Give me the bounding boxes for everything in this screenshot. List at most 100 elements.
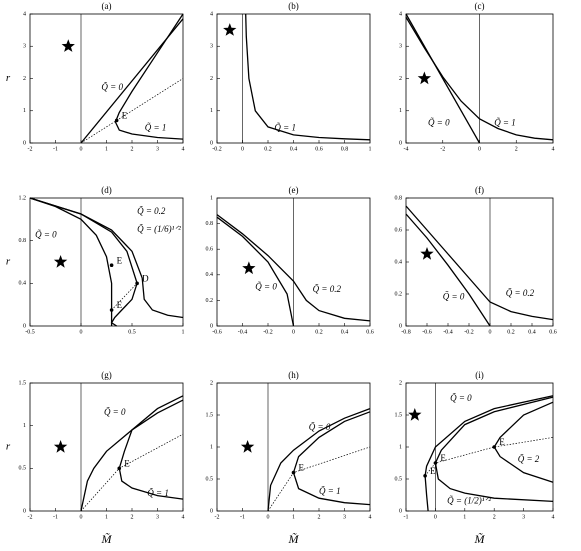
- x-tick-label: 0.5: [128, 329, 136, 335]
- y-tick-label: 1: [210, 444, 213, 450]
- curve: [267, 407, 371, 512]
- x-tick-label: 3: [156, 146, 159, 152]
- y-tick-label: 0: [210, 140, 213, 146]
- y-axis-label: r: [6, 256, 11, 268]
- panel-title: (a): [102, 1, 112, 11]
- y-tick-label: 0.8: [206, 221, 214, 227]
- x-tick-label: 0: [478, 146, 481, 152]
- x-tick-label: -1: [404, 514, 409, 520]
- x-tick-label: 0.4: [528, 329, 536, 335]
- point-marker: [135, 281, 139, 286]
- curve-label: Q̃ = (1/6)¹ᐟ²: [137, 224, 181, 234]
- point-marker: [291, 470, 296, 475]
- y-tick-label: 3: [23, 44, 26, 50]
- x-tick-label: -0.4: [238, 329, 248, 335]
- point-marker: [423, 474, 427, 478]
- x-axis-label: M̃: [288, 532, 300, 546]
- y-tick-label: 2: [210, 76, 213, 82]
- star-icon: [408, 408, 422, 421]
- x-tick-label: -4: [404, 146, 409, 152]
- y-tick-label: 0.5: [19, 466, 27, 472]
- curve-label: Q̃ = 2: [518, 454, 540, 464]
- x-tick-label: -0.2: [263, 329, 273, 335]
- y-tick-label: 1: [399, 108, 402, 114]
- star-icon: [417, 71, 431, 85]
- curve: [405, 213, 491, 327]
- y-tick-label: 0.6: [395, 227, 403, 233]
- x-tick-label: 4: [369, 514, 372, 520]
- y-tick-label: 0: [399, 140, 402, 146]
- y-tick-label: 0: [23, 323, 26, 329]
- curve: [405, 205, 554, 321]
- point-marker: [109, 263, 114, 268]
- y-tick-label: 0.2: [395, 291, 403, 297]
- panel-title: (c): [475, 1, 485, 11]
- x-tick-label: -0.6: [212, 329, 222, 335]
- x-tick-label: 0: [267, 514, 270, 520]
- x-tick-label: -1: [53, 146, 58, 152]
- curve-label: Q̃ = 0: [35, 229, 57, 239]
- y-tick-label: 0.5: [206, 476, 214, 482]
- y-axis-label: r: [6, 72, 11, 84]
- point-label: D: [142, 273, 149, 283]
- curve: [405, 16, 554, 141]
- x-tick-label: -2: [440, 146, 445, 152]
- x-tick-label: 2: [493, 514, 496, 520]
- panel-title: (f): [475, 185, 484, 195]
- panel-title: (e): [289, 185, 299, 195]
- y-tick-label: 0.8: [19, 238, 27, 244]
- x-tick-label: -2: [28, 146, 33, 152]
- y-tick-label: 1: [23, 108, 26, 114]
- x-tick-label: 2: [318, 514, 321, 520]
- x-tick-label: 1: [105, 514, 108, 520]
- point-label: E: [117, 300, 123, 310]
- x-tick-label: 1: [369, 146, 372, 152]
- y-tick-label: 1.5: [206, 412, 214, 418]
- curve-label: Q̃ = 0: [443, 291, 465, 301]
- y-tick-label: 0.5: [395, 476, 403, 482]
- point-marker: [492, 445, 497, 449]
- x-tick-label: -2: [28, 514, 33, 520]
- x-tick-label: -0.2: [212, 146, 222, 152]
- curve: [80, 399, 184, 512]
- y-tick-label: 3: [210, 44, 213, 50]
- star-icon: [420, 247, 434, 260]
- x-tick-label: 4: [182, 146, 185, 152]
- x-tick-label: 0.4: [290, 146, 298, 152]
- point-label: E: [499, 437, 505, 447]
- plot-frame: [216, 382, 371, 512]
- x-tick-label: 2: [131, 146, 134, 152]
- curve-label: Q̃ = 0: [450, 393, 472, 403]
- y-tick-label: 2: [23, 76, 26, 82]
- y-tick-label: 4: [23, 11, 26, 17]
- panel-title: (h): [288, 370, 299, 380]
- y-tick-label: 1.5: [395, 412, 403, 418]
- y-tick-label: 1.2: [19, 195, 27, 201]
- curve-label: Q̃ = 0.2: [137, 206, 166, 216]
- curve: [80, 78, 184, 144]
- curve-label: Q̃ = 0: [428, 118, 450, 128]
- x-tick-label: -0.4: [443, 329, 453, 335]
- curve: [29, 197, 184, 319]
- x-tick-label: 0.6: [366, 329, 374, 335]
- panel-title: (i): [475, 370, 484, 380]
- point-label: E: [430, 466, 436, 476]
- star-icon: [53, 255, 68, 268]
- star-icon: [242, 261, 256, 275]
- y-tick-label: 0: [210, 323, 213, 329]
- point-label: E: [124, 458, 130, 468]
- curve-label: Q̃ = (1/2)¹ᐟ²: [447, 495, 491, 505]
- x-tick-label: 0.2: [264, 146, 272, 152]
- curve-label: Q̃ = 0.2: [506, 288, 535, 298]
- x-tick-label: 0.6: [549, 329, 557, 335]
- x-tick-label: -1: [53, 514, 58, 520]
- x-tick-label: 0: [80, 514, 83, 520]
- x-tick-label: -2: [215, 514, 220, 520]
- x-tick-label: 3: [522, 514, 525, 520]
- curve-label: Q̃ = 1: [494, 118, 516, 128]
- star-icon: [53, 440, 68, 453]
- x-tick-label: -0.5: [25, 329, 35, 335]
- point-label: E: [117, 255, 123, 265]
- x-tick-label: -0.8: [401, 329, 411, 335]
- x-tick-label: -0.2: [464, 329, 474, 335]
